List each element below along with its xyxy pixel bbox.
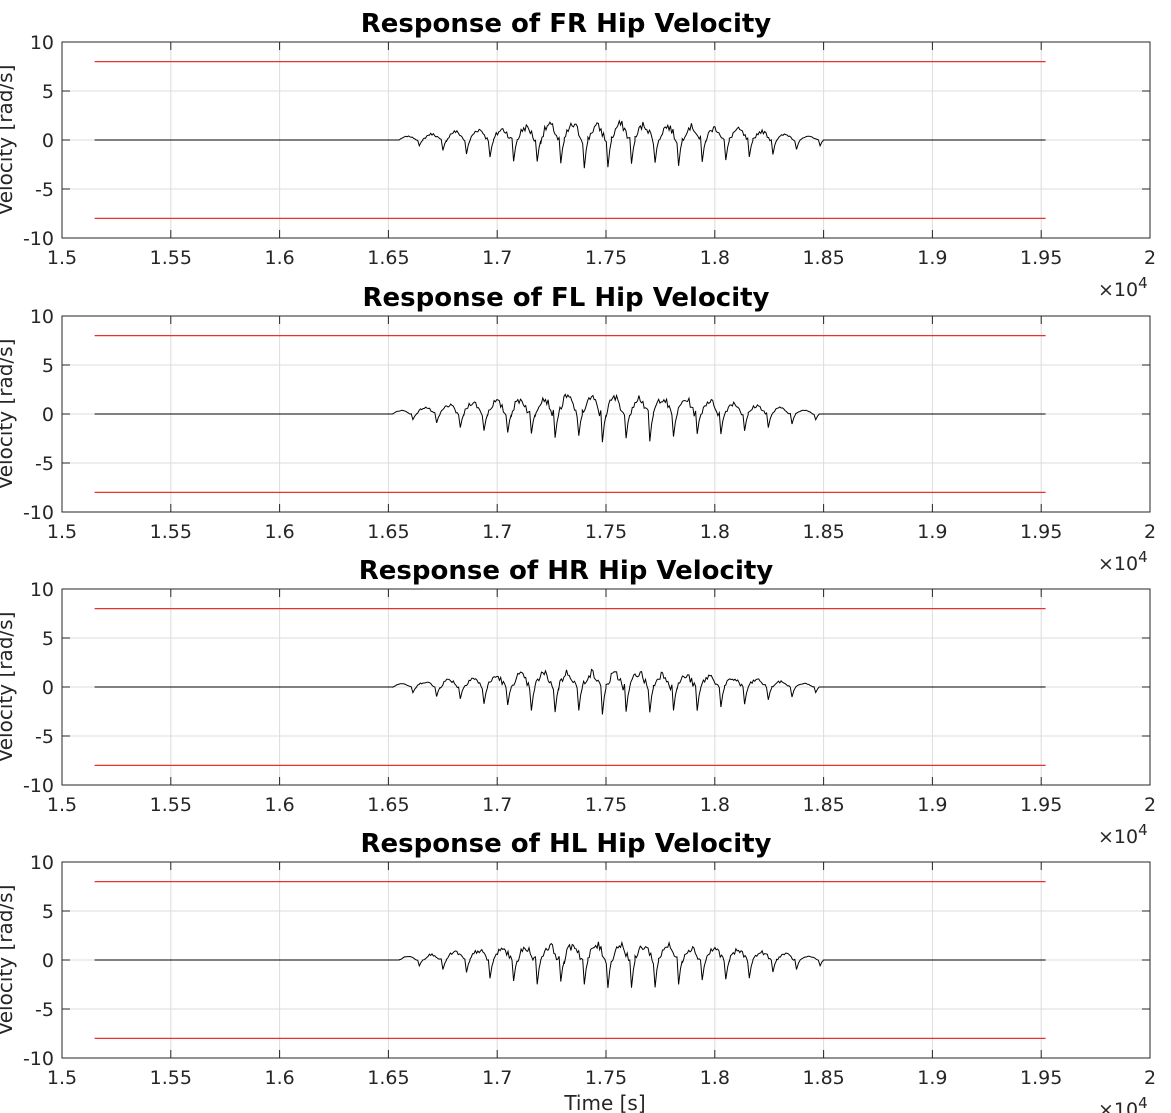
velocity-response-line [94,393,1046,443]
x-tick-label: 1.65 [367,1067,409,1089]
y-axis-label: Velocity [rad/s] [0,65,17,216]
y-tick-label: -5 [35,179,54,201]
y-tick-label: 0 [42,677,54,699]
y-tick-label: 5 [42,355,54,377]
x-tick-label: 1.8 [700,1067,730,1089]
subplot-3: 1.5 1.55 1.6 1.65 1.7 1.75 1.8 1.85 1.9 1.95 2 -10 -… [0,556,1156,848]
x-tick-label: 1.55 [150,521,192,543]
x-tick-label: 1.9 [917,1067,947,1089]
x-tick-label: 1.5 [47,521,77,543]
x-tick-label: 1.65 [367,247,409,269]
x-tick-label: 1.95 [1020,1067,1062,1089]
x-tick-label: 2 [1144,247,1156,269]
subplot-2: 1.5 1.55 1.6 1.65 1.7 1.75 1.8 1.85 1.9 1.95 2 -10 -… [0,283,1156,575]
x-tick-label: 1.65 [367,794,409,816]
x-exponent-label: ×104 [1098,1094,1148,1113]
x-exponent-label: ×104 [1098,821,1148,848]
y-tick-label: 0 [42,130,54,152]
subplot-4: 1.5 1.55 1.6 1.65 1.7 1.75 1.8 1.85 1.9 1.95 2 -10 -… [0,829,1156,1113]
x-tick-label: 1.75 [585,794,627,816]
x-tick-label: 1.55 [150,794,192,816]
y-tick-label: 0 [42,404,54,426]
y-tick-label: 10 [30,579,54,601]
x-tick-label: 2 [1144,794,1156,816]
x-tick-label: 1.85 [802,794,844,816]
x-tick-label: 1.8 [700,794,730,816]
x-tick-label: 1.55 [150,1067,192,1089]
x-tick-label: 1.6 [264,521,294,543]
x-tick-label: 1.9 [917,521,947,543]
x-tick-label: 1.85 [802,1067,844,1089]
x-tick-label: 1.75 [585,1067,627,1089]
x-tick-label: 1.55 [150,247,192,269]
y-axis-label: Velocity [rad/s] [0,612,17,763]
x-tick-label: 1.7 [482,521,512,543]
y-axis-label: Velocity [rad/s] [0,885,17,1036]
x-tick-label: 1.7 [482,794,512,816]
x-tick-label: 1.85 [802,247,844,269]
y-tick-label: -10 [23,502,54,524]
x-tick-label: 1.75 [585,521,627,543]
y-tick-label: -10 [23,1048,54,1070]
y-tick-label: -10 [23,775,54,797]
y-tick-label: -5 [35,999,54,1021]
x-axis-label: Time [s] [563,1091,645,1113]
x-exponent-label: ×104 [1098,548,1148,575]
y-tick-label: 10 [30,306,54,328]
y-tick-label: 5 [42,628,54,650]
x-tick-label: 1.9 [917,794,947,816]
x-tick-label: 1.8 [700,521,730,543]
x-tick-label: 1.95 [1020,247,1062,269]
x-tick-label: 1.75 [585,247,627,269]
x-tick-label: 1.6 [264,247,294,269]
x-tick-label: 1.95 [1020,521,1062,543]
chart-title: Response of HR Hip Velocity [359,556,774,586]
x-tick-label: 1.5 [47,1067,77,1089]
x-tick-label: 1.95 [1020,794,1062,816]
chart-title: Response of HL Hip Velocity [360,829,771,859]
y-tick-label: 5 [42,81,54,103]
x-tick-label: 1.85 [802,521,844,543]
y-tick-label: -5 [35,453,54,475]
y-axis-label: Velocity [rad/s] [0,339,17,490]
x-tick-label: 1.5 [47,247,77,269]
x-tick-label: 1.7 [482,1067,512,1089]
velocity-response-line [94,119,1046,169]
x-tick-label: 1.8 [700,247,730,269]
x-tick-label: 1.6 [264,1067,294,1089]
x-tick-label: 1.7 [482,247,512,269]
chart-title: Response of FL Hip Velocity [362,283,769,313]
x-tick-label: 1.5 [47,794,77,816]
y-tick-label: 10 [30,852,54,874]
y-tick-label: 0 [42,950,54,972]
velocity-response-line [94,668,1046,715]
x-tick-label: 2 [1144,1067,1156,1089]
x-tick-label: 1.9 [917,247,947,269]
x-exponent-label: ×104 [1098,274,1148,301]
subplot-1: 1.5 1.55 1.6 1.65 1.7 1.75 1.8 1.85 1.9 1.95 2 -10 -… [0,9,1156,301]
y-tick-label: -5 [35,726,54,748]
velocity-response-line [94,940,1046,988]
chart-title: Response of FR Hip Velocity [361,9,772,39]
y-tick-label: 5 [42,901,54,923]
y-tick-label: 10 [30,32,54,54]
x-tick-label: 1.65 [367,521,409,543]
x-tick-label: 2 [1144,521,1156,543]
x-tick-label: 1.6 [264,794,294,816]
y-tick-label: -10 [23,228,54,250]
